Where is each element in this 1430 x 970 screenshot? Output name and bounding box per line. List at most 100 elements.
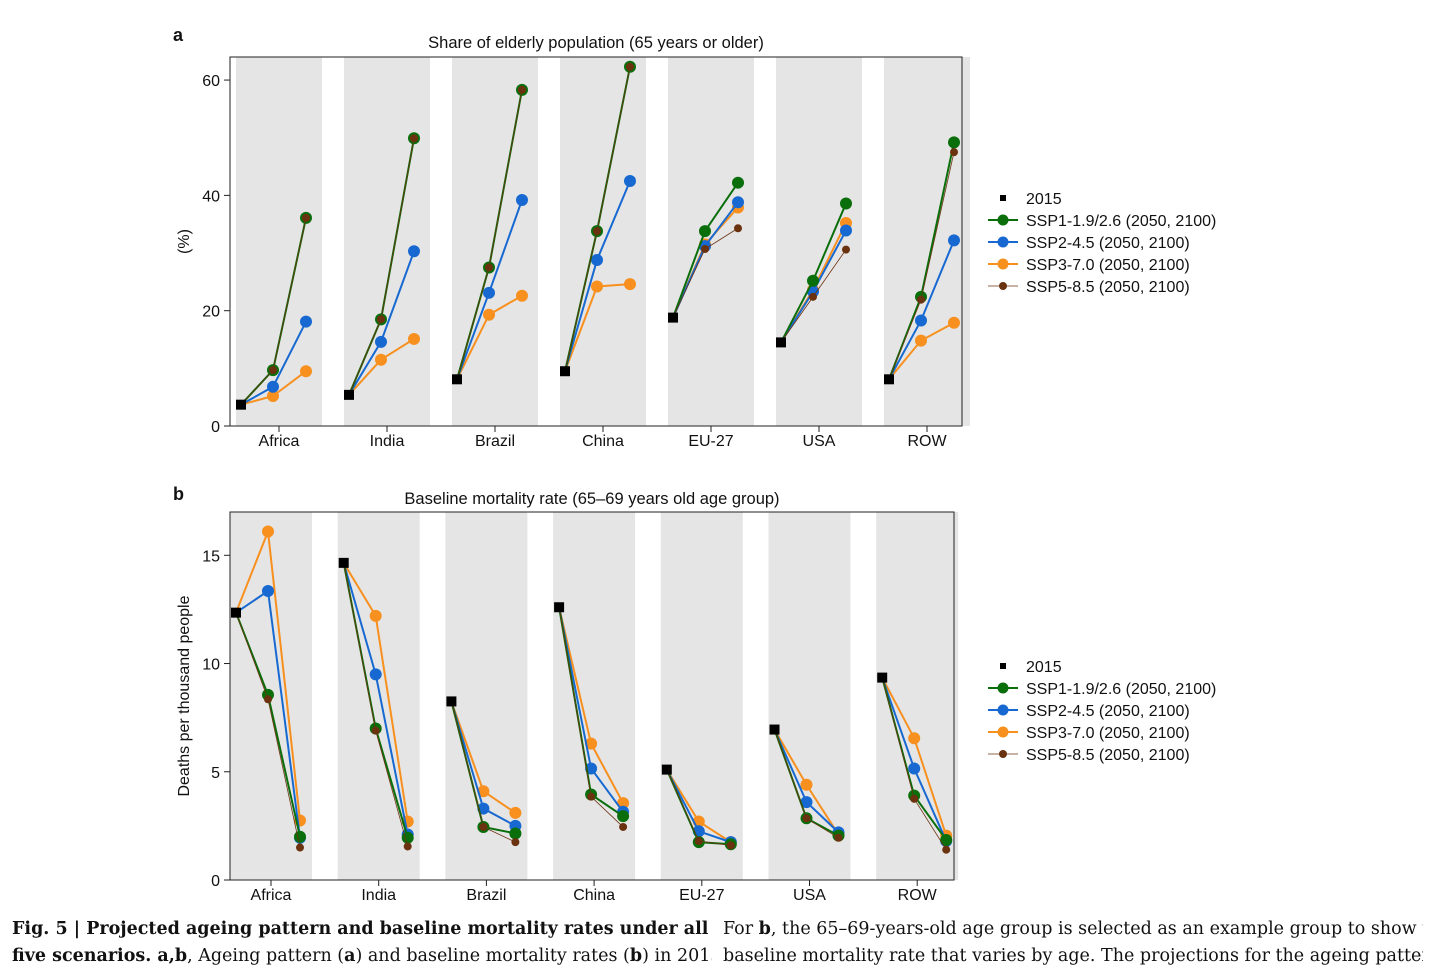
region-band-row (876, 512, 959, 880)
point-ssp5-2100-usa (842, 245, 850, 254)
point-2015-usa (776, 337, 786, 348)
point-2015-india (344, 389, 354, 400)
figure: a Share of elderly population (65 years o… (173, 25, 1216, 904)
point-2015-eu-27 (661, 764, 672, 775)
caption-line-3: For b, the 65–69-years-old age group is … (723, 916, 1423, 943)
point-ssp2-2100-india (408, 245, 420, 258)
point-ssp3-2050-africa (262, 525, 274, 538)
legend-label-ssp5: SSP5-8.5 (2050, 2100) (1026, 747, 1190, 764)
legend-label-base: 2015 (1026, 191, 1062, 208)
legend-marker-ssp2 (997, 704, 1009, 716)
point-2015-row (884, 374, 894, 385)
legend-marker-ssp3 (997, 258, 1009, 270)
point-ssp2-2100-row (948, 234, 960, 247)
panel-a-chart: a Share of elderly population (65 years o… (173, 25, 970, 450)
point-ssp5-2050-china (587, 792, 596, 801)
point-ssp5-2050-brazil (479, 822, 488, 831)
point-2015-india (338, 557, 349, 568)
point-ssp5-2050-row (917, 295, 925, 304)
x-tick-label-china: China (573, 887, 615, 904)
point-ssp3-2050-row (915, 334, 927, 347)
point-ssp5-2100-china (619, 822, 628, 831)
point-ssp5-2050-india (377, 315, 385, 324)
legend-label-ssp5: SSP5-8.5 (2050, 2100) (1026, 279, 1190, 296)
panel-b-chart: b Baseline mortality rate (65–69 years ol… (173, 484, 959, 904)
caption-line-1: Fig. 5 | Projected ageing pattern and ba… (12, 916, 712, 943)
x-tick-label-row: ROW (907, 433, 947, 450)
y-axis-label: (%) (176, 229, 193, 254)
point-2015-africa (231, 607, 241, 618)
y-axis-label: Deaths per thousand people (176, 595, 193, 796)
point-2015-usa (769, 724, 780, 735)
plot-frame (229, 511, 955, 881)
x-tick-label-india: India (370, 433, 405, 450)
x-tick-label-usa: USA (803, 433, 836, 450)
point-ssp1-2100-brazil (509, 827, 522, 840)
point-ssp5-2100-china (626, 62, 634, 71)
point-ssp3-2100-brazil (516, 289, 528, 302)
x-tick-label-eu-27: EU-27 (688, 433, 733, 450)
caption-ref-b: b (758, 919, 771, 939)
x-tick-label-africa: Africa (251, 887, 292, 904)
point-ssp3-2050-africa (267, 390, 279, 403)
y-tick-label: 0 (211, 419, 220, 436)
point-2015-africa (236, 399, 246, 410)
x-tick-label-brazil: Brazil (466, 887, 506, 904)
point-ssp3-2050-india (375, 353, 387, 366)
caption-text: ) in 2015 (642, 946, 712, 966)
point-2015-china (560, 366, 570, 377)
point-ssp1-2100-usa (840, 197, 852, 210)
legend-label-ssp1: SSP1-1.9/2.6 (2050, 2100) (1026, 681, 1216, 698)
point-ssp5-2050-brazil (485, 263, 493, 272)
caption-text: , the 65–69-years-old age group is selec… (770, 919, 1423, 939)
x-tick-label-row: ROW (898, 887, 938, 904)
x-tick-label-india: India (361, 887, 396, 904)
y-tick-label: 20 (202, 304, 220, 321)
y-tick-label: 40 (202, 188, 220, 205)
point-ssp5-2100-africa (296, 843, 304, 852)
point-ssp5-2100-africa (302, 213, 310, 222)
point-ssp5-2100-india (403, 842, 412, 851)
point-ssp2-2050-africa (262, 585, 274, 598)
point-ssp5-2050-eu-27 (701, 244, 709, 253)
point-ssp5-2050-china (593, 227, 601, 236)
caption-ref-a: a (344, 946, 356, 966)
legend-label-ssp2: SSP2-4.5 (2050, 2100) (1026, 235, 1190, 252)
legend-panel-b: 2015 SSP1-1.9/2.6 (2050, 2100) SSP2-4.5 (2… (988, 659, 1216, 764)
point-2015-brazil (452, 374, 462, 385)
legend-marker-ssp5 (999, 750, 1007, 758)
point-ssp3-2100-india (408, 332, 420, 345)
point-ssp5-2100-eu-27 (726, 841, 735, 850)
point-ssp3-2050-row (908, 732, 921, 745)
legend-label-ssp2: SSP2-4.5 (2050, 2100) (1026, 703, 1190, 720)
region-band-brazil (452, 57, 538, 426)
caption-title: Fig. 5 | Projected ageing pattern and ba… (12, 919, 709, 939)
point-ssp5-2050-usa (809, 292, 817, 301)
caption-text: ) and baseline mortality rates ( (355, 946, 630, 966)
legend-marker-ssp1 (997, 682, 1009, 694)
point-ssp1-2050-eu-27 (699, 225, 711, 238)
point-ssp2-2050-india (375, 335, 387, 348)
x-tick-label-eu-27: EU-27 (679, 887, 724, 904)
point-ssp2-2100-china (624, 174, 636, 187)
region-band-india (344, 57, 430, 426)
legend-marker-2015 (1000, 195, 1006, 201)
caption-text: baseline mortality rate that varies by a… (723, 946, 1423, 966)
region-band-eu-27 (668, 57, 754, 426)
point-ssp5-2100-row (950, 148, 958, 157)
x-tick-label-china: China (582, 433, 624, 450)
point-ssp2-2100-usa (840, 224, 852, 237)
point-ssp3-2050-brazil (483, 308, 495, 321)
x-tick-label-brazil: Brazil (475, 433, 515, 450)
point-ssp5-2100-india (410, 134, 418, 143)
point-ssp1-2100-eu-27 (732, 176, 744, 189)
point-ssp1-2050-usa (807, 274, 819, 287)
region-band-usa (768, 512, 851, 880)
point-ssp5-2100-row (942, 845, 951, 854)
point-ssp3-2100-china (624, 278, 636, 291)
point-2015-eu-27 (668, 312, 678, 323)
point-ssp2-2050-usa (800, 796, 813, 809)
point-ssp2-2100-africa (300, 315, 312, 328)
point-ssp5-2050-india (371, 726, 380, 735)
point-2015-china (554, 602, 565, 613)
